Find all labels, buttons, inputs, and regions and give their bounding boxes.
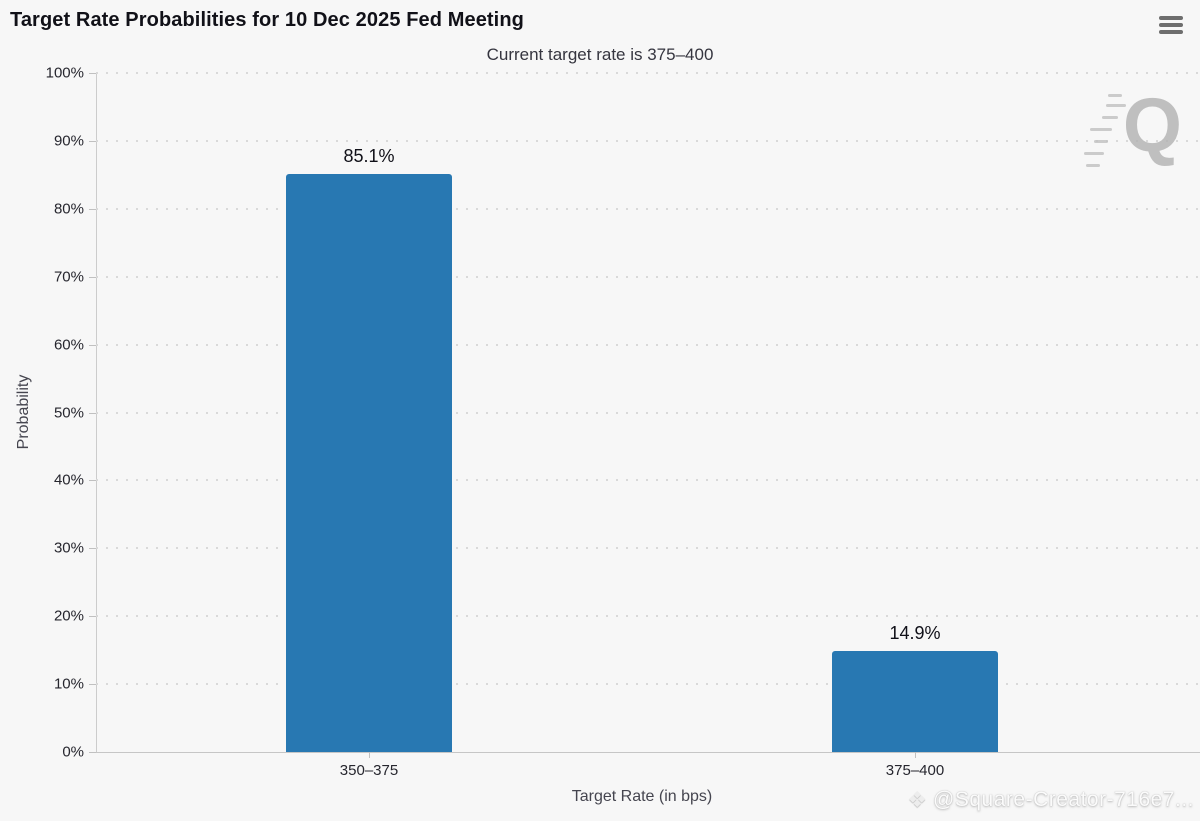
gridline	[96, 275, 1200, 278]
gridline	[96, 411, 1200, 414]
gridline	[96, 139, 1200, 142]
y-tick-label: 20%	[53, 607, 84, 625]
y-tick-mark	[89, 684, 96, 686]
y-tick-label: 30%	[53, 539, 84, 557]
bar-value-label: 85.1%	[343, 146, 395, 167]
chart-title: Target Rate Probabilities for 10 Dec 202…	[10, 9, 524, 31]
chart-subtitle: Current target rate is 375–400	[486, 45, 714, 64]
x-tick-mark	[369, 752, 370, 758]
y-tick-mark	[89, 73, 96, 74]
y-tick-label: 100%	[45, 64, 84, 82]
x-axis-title: Target Rate (in bps)	[571, 788, 713, 805]
y-tick-label: 80%	[53, 200, 84, 218]
bar-value-label: 14.9%	[889, 622, 941, 643]
gridline	[96, 72, 1200, 74]
y-tick-mark	[89, 616, 96, 618]
x-axis-baseline	[96, 752, 1200, 753]
gridline	[96, 547, 1200, 550]
gridline	[96, 343, 1200, 346]
y-tick-label: 10%	[53, 675, 84, 693]
x-tick-mark	[915, 752, 916, 758]
gridline	[96, 683, 1200, 686]
y-tick-label: 60%	[53, 336, 84, 354]
hamburger-menu-icon[interactable]	[1158, 14, 1184, 38]
y-tick-mark	[89, 140, 96, 142]
y-tick-mark	[89, 208, 96, 210]
y-tick-label: 90%	[53, 132, 84, 150]
y-tick-mark	[89, 548, 96, 550]
y-tick-label: 0%	[62, 743, 84, 761]
y-tick-mark	[89, 276, 96, 278]
y-tick-label: 40%	[53, 471, 84, 489]
y-tick-mark	[89, 752, 96, 753]
bar-375–400[interactable]	[832, 650, 998, 752]
y-tick-label: 50%	[53, 404, 84, 421]
x-tick-label: 350–375	[339, 762, 399, 779]
y-tick-label: 70%	[53, 268, 84, 286]
y-tick-mark	[89, 344, 96, 346]
bar-350–375[interactable]	[286, 174, 452, 752]
gridline	[96, 615, 1200, 618]
y-tick-mark	[89, 480, 96, 482]
y-tick-mark	[89, 412, 96, 414]
gridline	[96, 207, 1200, 210]
y-axis-title: Probability	[15, 374, 32, 450]
x-tick-label: 375–400	[885, 762, 945, 779]
gridline	[96, 479, 1200, 482]
